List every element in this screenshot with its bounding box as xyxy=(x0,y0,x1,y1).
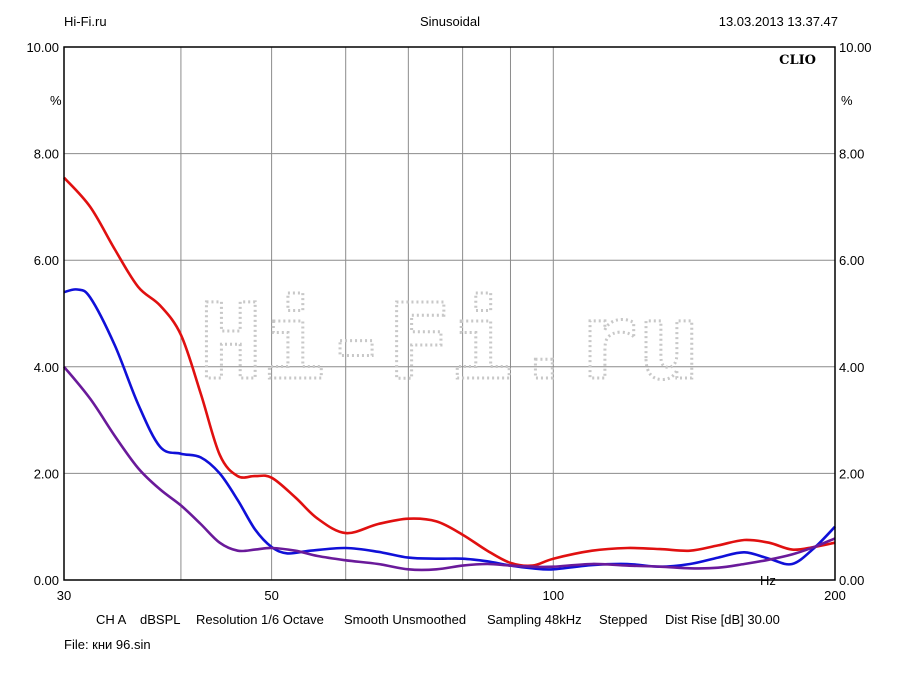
y-tick-label-right: 4.00 xyxy=(839,360,864,375)
x-axis-unit: Hz xyxy=(760,573,776,588)
x-tick-label: 50 xyxy=(264,588,278,603)
x-tick-label: 200 xyxy=(824,588,846,603)
y-tick-label-left: 0.00 xyxy=(34,573,59,588)
setting-resolution: Resolution 1/6 Octave xyxy=(196,612,324,627)
series-line-2 xyxy=(63,288,836,571)
header-timestamp: 13.03.2013 13.37.47 xyxy=(718,14,838,29)
y-tick-label-left: 6.00 xyxy=(34,253,59,268)
watermark: Hi-Fi.ru xyxy=(198,280,702,405)
y-tick-label-left: 4.00 xyxy=(34,360,59,375)
plot-frame xyxy=(63,46,836,581)
watermark-text: Hi-Fi.ru xyxy=(200,281,701,403)
setting-channel: CH A xyxy=(96,612,127,627)
x-tick-label: 100 xyxy=(542,588,564,603)
setting-sampling: Sampling 48kHz xyxy=(487,612,582,627)
y-tick-label-right: 0.00 xyxy=(839,573,864,588)
header-site-label: Hi-Fi.ru xyxy=(64,14,107,29)
file-name: File: кни 96.sin xyxy=(64,637,151,652)
y-tick-label-left: 8.00 xyxy=(34,147,59,162)
series-line-3 xyxy=(62,365,836,572)
clio-brand-label: CLIO xyxy=(779,53,816,68)
series-group xyxy=(62,176,836,572)
y-tick-label-left: 2.00 xyxy=(34,466,59,481)
setting-unit: dBSPL xyxy=(140,612,181,627)
y-tick-label-right: 8.00 xyxy=(839,147,864,162)
chart-title: Sinusoidal xyxy=(420,14,480,29)
y-tick-label-right: 10.00 xyxy=(839,40,872,55)
axis-labels: 0.00 0.00 2.00 2.00 4.00 4.00 6.00 6.00 8.00 8.00… xyxy=(26,40,871,603)
setting-smoothing: Smooth Unsmoothed xyxy=(344,612,467,627)
y-tick-label-left: 10.00 xyxy=(26,40,59,55)
y-axis-unit-left: % xyxy=(50,93,62,108)
setting-stepped: Stepped xyxy=(599,612,648,627)
y-axis-unit-right: % xyxy=(841,93,853,108)
setting-dist-rise: Dist Rise [dB] 30.00 xyxy=(665,612,780,627)
x-tick-label: 30 xyxy=(57,588,71,603)
y-tick-label-right: 6.00 xyxy=(839,253,864,268)
series-line-1 xyxy=(63,176,836,568)
y-tick-label-right: 2.00 xyxy=(839,466,864,481)
